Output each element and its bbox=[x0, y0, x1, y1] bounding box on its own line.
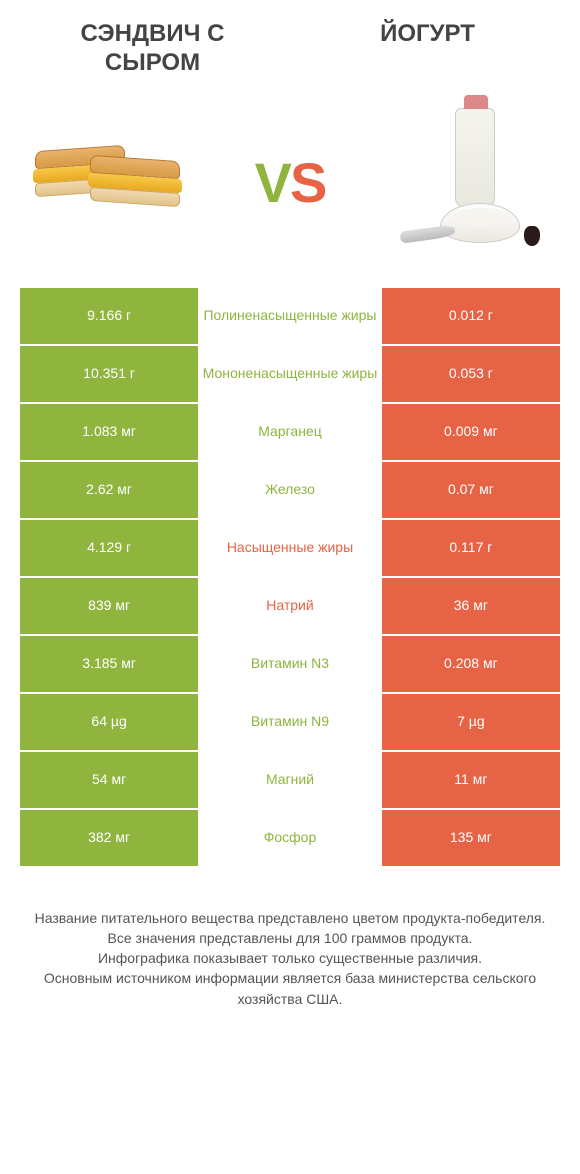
hero-row: VS bbox=[0, 88, 580, 288]
left-value: 3.185 мг bbox=[20, 636, 198, 692]
header: СЭНДВИЧ С СЫРОМ ЙОГУРТ bbox=[0, 0, 580, 88]
right-value: 0.117 г bbox=[382, 520, 560, 576]
right-value: 0.07 мг bbox=[382, 462, 560, 518]
table-row: 10.351 гМононенасыщенные жиры0.053 г bbox=[20, 346, 560, 402]
vs-label: VS bbox=[255, 150, 326, 215]
nutrient-label: Витамин N3 bbox=[198, 636, 382, 692]
nutrient-label: Насыщенные жиры bbox=[198, 520, 382, 576]
table-row: 2.62 мгЖелезо0.07 мг bbox=[20, 462, 560, 518]
right-value: 36 мг bbox=[382, 578, 560, 634]
table-row: 3.185 мгВитамин N30.208 мг bbox=[20, 636, 560, 692]
footer-notes: Название питательного вещества представл… bbox=[0, 868, 580, 1029]
product-title-left: СЭНДВИЧ С СЫРОМ bbox=[40, 20, 265, 78]
footer-line: Название питательного вещества представл… bbox=[30, 908, 550, 928]
nutrient-label: Витамин N9 bbox=[198, 694, 382, 750]
table-row: 839 мгНатрий36 мг bbox=[20, 578, 560, 634]
footer-line: Инфографика показывает только существенн… bbox=[30, 948, 550, 968]
nutrient-label: Железо bbox=[198, 462, 382, 518]
right-value: 0.053 г bbox=[382, 346, 560, 402]
vs-s: S bbox=[290, 151, 325, 214]
table-row: 382 мгФосфор135 мг bbox=[20, 810, 560, 866]
product-title-right: ЙОГУРТ bbox=[315, 20, 540, 78]
left-value: 839 мг bbox=[20, 578, 198, 634]
left-value: 4.129 г bbox=[20, 520, 198, 576]
nutrient-label: Натрий bbox=[198, 578, 382, 634]
right-value: 0.012 г bbox=[382, 288, 560, 344]
nutrient-label: Магний bbox=[198, 752, 382, 808]
left-value: 382 мг bbox=[20, 810, 198, 866]
nutrition-table: 9.166 гПолиненасыщенные жиры0.012 г10.35… bbox=[0, 288, 580, 866]
table-row: 4.129 гНасыщенные жиры0.117 г bbox=[20, 520, 560, 576]
nutrient-label: Фосфор bbox=[198, 810, 382, 866]
left-value: 54 мг bbox=[20, 752, 198, 808]
nutrient-label: Мононенасыщенные жиры bbox=[198, 346, 382, 402]
vs-v: V bbox=[255, 151, 290, 214]
right-value: 0.208 мг bbox=[382, 636, 560, 692]
sandwich-image bbox=[30, 113, 190, 253]
right-value: 0.009 мг bbox=[382, 404, 560, 460]
left-value: 2.62 мг bbox=[20, 462, 198, 518]
table-row: 9.166 гПолиненасыщенные жиры0.012 г bbox=[20, 288, 560, 344]
left-value: 10.351 г bbox=[20, 346, 198, 402]
left-value: 9.166 г bbox=[20, 288, 198, 344]
yogurt-image bbox=[390, 113, 550, 253]
right-value: 135 мг bbox=[382, 810, 560, 866]
right-value: 7 µg bbox=[382, 694, 560, 750]
left-value: 64 µg bbox=[20, 694, 198, 750]
nutrient-label: Полиненасыщенные жиры bbox=[198, 288, 382, 344]
left-value: 1.083 мг bbox=[20, 404, 198, 460]
right-value: 11 мг bbox=[382, 752, 560, 808]
nutrient-label: Марганец bbox=[198, 404, 382, 460]
table-row: 54 мгМагний11 мг bbox=[20, 752, 560, 808]
table-row: 1.083 мгМарганец0.009 мг bbox=[20, 404, 560, 460]
footer-line: Основным источником информации является … bbox=[30, 968, 550, 1009]
table-row: 64 µgВитамин N97 µg bbox=[20, 694, 560, 750]
footer-line: Все значения представлены для 100 граммо… bbox=[30, 928, 550, 948]
